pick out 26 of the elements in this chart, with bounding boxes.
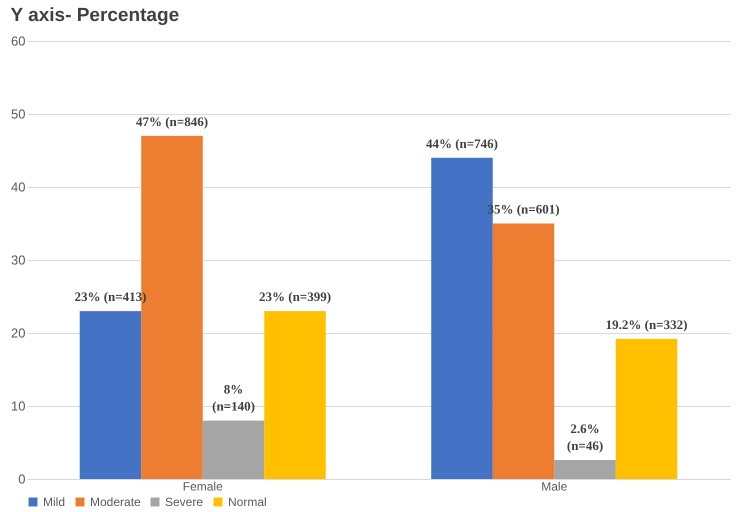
y-tick-label: 0 — [18, 472, 26, 486]
data-label: 8% (n=140) — [212, 382, 255, 414]
legend-label: Normal — [228, 495, 267, 509]
y-tick-label: 50 — [11, 106, 26, 122]
bar — [554, 460, 616, 479]
data-label: 2.6% (n=46) — [566, 421, 604, 454]
y-tick-label: 60 — [11, 34, 26, 48]
data-label: 19.2% (n=332) — [606, 316, 688, 332]
y-tick-label: 20 — [11, 326, 26, 340]
chart-title: Y axis- Percentage — [10, 5, 180, 26]
bar — [80, 311, 142, 479]
legend-label: Mild — [43, 495, 66, 509]
legend-label: Moderate — [90, 495, 142, 509]
y-tick-label: 40 — [11, 180, 26, 194]
y-tick-label: 10 — [11, 398, 26, 414]
x-tick-label: Male — [541, 480, 568, 494]
bar — [202, 420, 264, 479]
data-label: 23% (n=399) — [258, 289, 332, 304]
x-tick-label: Female — [182, 480, 224, 494]
bar — [492, 224, 554, 479]
data-label: 44% (n=746) — [426, 136, 498, 151]
bar — [616, 338, 678, 479]
y-tick-label: 30 — [11, 252, 26, 268]
bar — [264, 311, 326, 479]
legend-label: Severe — [165, 495, 204, 509]
data-label: 47% (n=846) — [136, 114, 208, 129]
